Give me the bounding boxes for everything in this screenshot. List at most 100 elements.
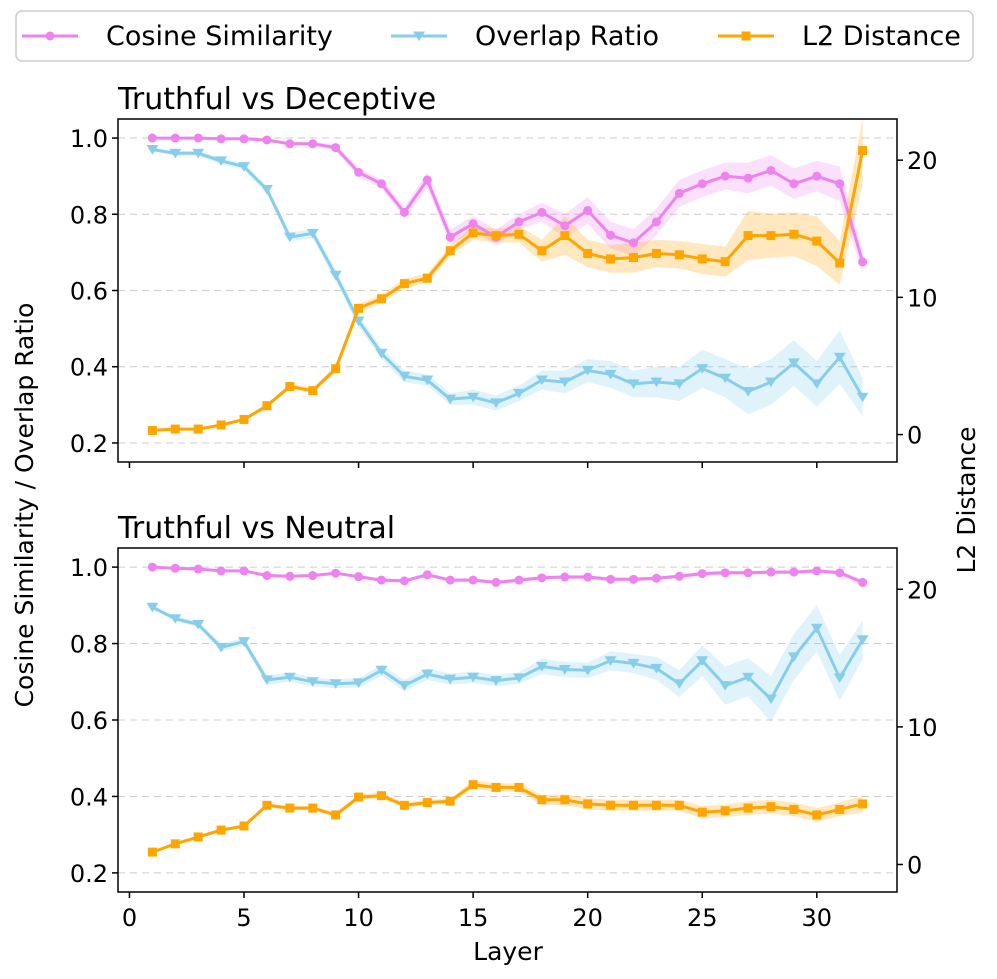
panel-bottom: 0.2 0.4 0.6 0.8 1.0 0 10 20 0 5 10 15 20 25 30 — [70, 547, 938, 932]
data-point-l2-distance — [147, 847, 157, 857]
confidence-band — [152, 605, 863, 722]
y-tick-label-left: 0.6 — [70, 278, 108, 306]
data-point-cosine-similarity — [606, 230, 616, 240]
data-point-cosine-similarity — [858, 577, 868, 587]
confidence-band — [152, 780, 863, 853]
data-point-overlap-ratio — [146, 144, 159, 155]
data-point-overlap-ratio — [421, 375, 434, 386]
data-point-overlap-ratio — [490, 398, 503, 409]
data-point-overlap-ratio — [673, 379, 686, 389]
data-point-l2-distance — [812, 810, 822, 820]
data-point-l2-distance — [766, 802, 776, 812]
data-point-overlap-ratio — [421, 669, 434, 680]
legend-item: Overlap Ratio — [391, 21, 659, 52]
data-point-overlap-ratio — [512, 388, 525, 399]
data-point-l2-distance — [376, 791, 386, 801]
legend-item: L2 Distance — [718, 21, 961, 52]
data-point-overlap-ratio — [581, 366, 594, 376]
data-point-cosine-similarity — [560, 572, 570, 582]
y-tick-label-left: 0.4 — [70, 354, 108, 382]
data-point-overlap-ratio — [306, 228, 319, 239]
data-point-overlap-ratio — [810, 379, 823, 389]
data-point-l2-distance — [193, 832, 203, 842]
data-point-cosine-similarity — [308, 571, 318, 581]
data-point-l2-distance — [674, 250, 684, 260]
data-point-overlap-ratio — [283, 232, 296, 243]
data-point-overlap-ratio — [719, 373, 732, 384]
data-point-cosine-similarity — [468, 575, 478, 585]
data-point-l2-distance — [331, 364, 341, 374]
data-point-cosine-similarity — [766, 165, 776, 175]
legend-frame — [15, 10, 974, 62]
x-tick-label: 25 — [687, 904, 718, 932]
data-point-overlap-ratio — [169, 148, 182, 159]
series-line-overlap-ratio — [151, 605, 864, 701]
data-point-l2-distance — [606, 800, 616, 810]
data-point-overlap-ratio — [787, 358, 800, 369]
data-point-overlap-ratio — [512, 673, 525, 684]
data-point-cosine-similarity — [285, 571, 295, 581]
data-point-l2-distance — [445, 246, 455, 256]
data-point-cosine-similarity — [193, 564, 203, 574]
data-point-overlap-ratio — [467, 672, 480, 683]
data-point-l2-distance — [720, 806, 730, 816]
y-tick-label-right: 0 — [907, 851, 922, 879]
data-point-cosine-similarity — [514, 575, 524, 585]
data-point-cosine-similarity — [789, 179, 799, 189]
data-point-overlap-ratio — [490, 676, 503, 686]
data-point-overlap-ratio — [329, 679, 342, 689]
data-point-cosine-similarity — [560, 221, 570, 231]
data-point-l2-distance — [835, 258, 845, 268]
data-point-cosine-similarity — [835, 179, 845, 189]
data-point-l2-distance — [331, 810, 341, 820]
panel-top: 0.2 0.4 0.6 0.8 1.0 0 10 20 — [70, 117, 938, 468]
data-point-overlap-ratio — [306, 677, 319, 687]
data-point-cosine-similarity — [239, 566, 249, 576]
data-point-overlap-ratio — [192, 619, 205, 630]
data-point-overlap-ratio — [604, 656, 617, 666]
data-point-l2-distance — [308, 803, 318, 813]
legend-label: Overlap Ratio — [475, 21, 659, 52]
data-point-overlap-ratio — [260, 185, 273, 195]
data-point-l2-distance — [399, 800, 409, 810]
data-point-l2-distance — [697, 807, 707, 817]
data-point-l2-distance — [239, 821, 249, 831]
data-point-l2-distance — [193, 424, 203, 434]
data-point-l2-distance — [606, 254, 616, 264]
data-point-overlap-ratio — [169, 614, 182, 624]
data-point-l2-distance — [651, 800, 661, 810]
data-point-overlap-ratio — [215, 156, 228, 167]
legend-marker — [45, 31, 55, 41]
data-point-overlap-ratio — [375, 665, 388, 676]
y-tick-label-right: 20 — [907, 147, 938, 175]
data-point-overlap-ratio — [742, 672, 755, 683]
legend-marker — [413, 31, 425, 42]
data-point-cosine-similarity — [789, 567, 799, 577]
data-point-l2-distance — [170, 839, 180, 849]
data-point-cosine-similarity — [399, 207, 409, 217]
data-point-overlap-ratio — [856, 392, 869, 403]
data-point-cosine-similarity — [514, 217, 524, 227]
data-point-l2-distance — [720, 257, 730, 267]
legend-label: L2 Distance — [802, 21, 961, 52]
data-point-l2-distance — [491, 231, 501, 241]
data-point-overlap-ratio — [238, 637, 251, 647]
data-point-l2-distance — [147, 425, 157, 435]
data-point-l2-distance — [216, 420, 226, 430]
data-point-l2-distance — [262, 800, 272, 810]
data-point-cosine-similarity — [262, 135, 272, 145]
data-point-cosine-similarity — [812, 566, 822, 576]
data-point-cosine-similarity — [239, 134, 249, 144]
data-point-l2-distance — [789, 229, 799, 239]
series-line-cosine-similarity — [152, 565, 864, 584]
data-point-cosine-similarity — [743, 173, 753, 183]
data-point-l2-distance — [629, 800, 639, 810]
data-point-overlap-ratio — [650, 377, 663, 388]
x-tick-label: 30 — [802, 904, 833, 932]
data-point-overlap-ratio — [467, 392, 480, 403]
data-point-overlap-ratio — [696, 364, 709, 374]
data-point-cosine-similarity — [147, 562, 157, 572]
y-tick-label-left: 0.2 — [70, 430, 108, 458]
data-point-l2-distance — [514, 229, 524, 239]
data-point-overlap-ratio — [627, 658, 640, 669]
